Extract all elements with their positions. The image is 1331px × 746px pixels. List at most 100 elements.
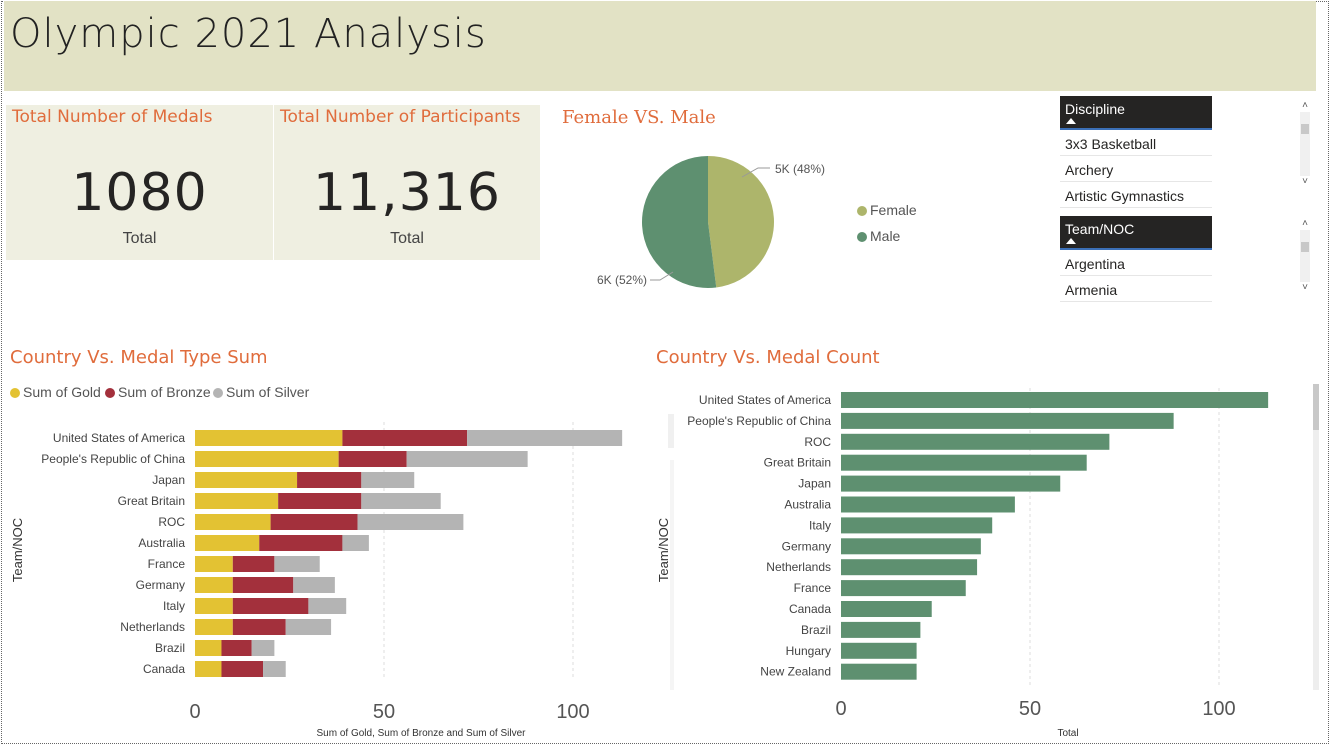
legend-label: Sum of Bronze: [118, 384, 211, 400]
scroll-up-icon[interactable]: ˄: [1302, 100, 1308, 111]
bar[interactable]: [841, 517, 993, 534]
scroll-thumb[interactable]: [1301, 124, 1309, 134]
y-tick-label: Canada: [789, 602, 831, 616]
bar-segment-sum-of-gold[interactable]: [195, 472, 298, 488]
bar-segment-sum-of-silver[interactable]: [285, 619, 332, 635]
bar-segment-sum-of-gold[interactable]: [195, 577, 233, 593]
sort-up-icon[interactable]: [1066, 238, 1076, 244]
bar-segment-sum-of-gold[interactable]: [195, 430, 343, 446]
pie-slice-male[interactable]: [642, 156, 717, 288]
slicer-item[interactable]: 3x3 Basketball: [1060, 130, 1212, 156]
bar[interactable]: [841, 621, 921, 638]
bar-segment-sum-of-gold[interactable]: [195, 535, 260, 551]
slicer-item[interactable]: Argentina: [1060, 250, 1212, 276]
scroll-down-icon[interactable]: ˅: [1302, 282, 1308, 293]
discipline-scrollbar[interactable]: ˄ ˅: [1300, 100, 1310, 188]
card-total-participants[interactable]: Total Number of Participants 11,316 Tota…: [274, 105, 540, 260]
slicer-header-label: Discipline: [1065, 101, 1125, 117]
slicer-item[interactable]: Archery: [1060, 156, 1212, 182]
scroll-thumb[interactable]: [1313, 384, 1319, 430]
bar-segment-sum-of-silver[interactable]: [406, 451, 528, 467]
bar-segment-sum-of-silver[interactable]: [293, 577, 335, 593]
bar[interactable]: [841, 454, 1087, 471]
scroll-track[interactable]: [1300, 112, 1310, 176]
bar-segment-sum-of-bronze[interactable]: [232, 577, 294, 593]
bar[interactable]: [841, 475, 1061, 492]
bar-segment-sum-of-bronze[interactable]: [259, 535, 343, 551]
legend-label: Male: [870, 228, 901, 244]
bar-segment-sum-of-silver[interactable]: [251, 640, 275, 656]
bar-segment-sum-of-gold[interactable]: [195, 619, 233, 635]
y-tick-label: New Zealand: [760, 665, 831, 679]
bar-segment-sum-of-gold[interactable]: [195, 661, 222, 677]
team-scrollbar[interactable]: ˄ ˅: [1300, 218, 1310, 294]
bar-segment-sum-of-gold[interactable]: [195, 640, 222, 656]
bar[interactable]: [841, 392, 1269, 408]
bar-segment-sum-of-bronze[interactable]: [221, 661, 264, 677]
pie-chart[interactable]: 5K (48%) 6K (52%): [560, 140, 960, 300]
legend-item-gold[interactable]: Sum of Gold: [10, 384, 101, 400]
bar-segment-sum-of-bronze[interactable]: [221, 640, 252, 656]
legend-item-bronze[interactable]: Sum of Bronze: [105, 384, 211, 400]
bar-segment-sum-of-silver[interactable]: [361, 493, 441, 509]
scroll-thumb[interactable]: [1301, 242, 1309, 252]
slicer-item[interactable]: Armenia: [1060, 276, 1212, 302]
legend-item-female[interactable]: Female: [857, 202, 917, 218]
bar-segment-sum-of-bronze[interactable]: [278, 493, 362, 509]
bar-segment-sum-of-silver[interactable]: [342, 535, 369, 551]
bar-segment-sum-of-bronze[interactable]: [342, 430, 468, 446]
scroll-up-icon[interactable]: ˄: [1302, 218, 1308, 229]
stacked-bar-chart[interactable]: Team/NOC Sum of Gold, Sum of Bronze and …: [0, 410, 660, 746]
y-tick-label: Netherlands: [766, 560, 831, 574]
scroll-down-icon[interactable]: ˅: [1302, 176, 1308, 187]
bar-segment-sum-of-bronze[interactable]: [232, 598, 309, 614]
slicer-header[interactable]: Team/NOC: [1060, 216, 1212, 250]
bar-segment-sum-of-silver[interactable]: [308, 598, 347, 614]
legend-item-male[interactable]: Male: [857, 228, 900, 244]
y-tick-label: ROC: [158, 515, 185, 529]
bar[interactable]: [841, 663, 917, 680]
y-tick-label: Italy: [163, 599, 185, 613]
bar-segment-sum-of-bronze[interactable]: [270, 514, 358, 530]
slicer-item[interactable]: Artistic Gymnastics: [1060, 182, 1212, 208]
bar[interactable]: [841, 642, 917, 659]
pie-chart-title: Female VS. Male: [562, 107, 716, 128]
legend-label: Sum of Silver: [226, 384, 310, 400]
card-total-medals[interactable]: Total Number of Medals 1080 Total: [6, 105, 273, 260]
slicer-header[interactable]: Discipline: [1060, 96, 1212, 130]
bar[interactable]: [841, 580, 966, 597]
bar-segment-sum-of-gold[interactable]: [195, 556, 233, 572]
bar-segment-sum-of-gold[interactable]: [195, 514, 271, 530]
bar-segment-sum-of-bronze[interactable]: [232, 556, 275, 572]
sort-up-icon[interactable]: [1066, 118, 1076, 124]
bar-segment-sum-of-bronze[interactable]: [232, 619, 286, 635]
medal-count-bar-chart[interactable]: Team/NOC Total United States of America P…: [650, 380, 1320, 746]
bar[interactable]: [841, 433, 1110, 450]
discipline-slicer[interactable]: Discipline 3x3 Basketball Archery Artist…: [1060, 96, 1212, 208]
bar[interactable]: [841, 601, 932, 617]
slicer-header-label: Team/NOC: [1065, 221, 1135, 237]
card-label: Total: [390, 230, 424, 247]
bar[interactable]: [841, 538, 981, 555]
bar-segment-sum-of-bronze[interactable]: [297, 472, 362, 488]
bar-segment-sum-of-silver[interactable]: [357, 514, 464, 530]
scroll-track[interactable]: [1313, 384, 1319, 690]
bar-segment-sum-of-bronze[interactable]: [338, 451, 407, 467]
bar-segment-sum-of-gold[interactable]: [195, 598, 233, 614]
team-slicer[interactable]: Team/NOC Argentina Armenia: [1060, 216, 1212, 302]
male-leader-line: [650, 271, 674, 281]
y-tick-label: Australia: [784, 498, 831, 512]
legend-label: Female: [870, 202, 917, 218]
bar-segment-sum-of-silver[interactable]: [361, 472, 415, 488]
bar[interactable]: [841, 496, 1015, 513]
bar[interactable]: [841, 412, 1174, 429]
bar-segment-sum-of-gold[interactable]: [195, 451, 339, 467]
scroll-track[interactable]: [1300, 230, 1310, 282]
legend-item-silver[interactable]: Sum of Silver: [213, 384, 309, 400]
bar-segment-sum-of-silver[interactable]: [263, 661, 286, 677]
pie-slice-female[interactable]: [708, 156, 775, 288]
bar-segment-sum-of-gold[interactable]: [195, 493, 279, 509]
bar-segment-sum-of-silver[interactable]: [274, 556, 320, 572]
bar-segment-sum-of-silver[interactable]: [467, 430, 623, 446]
bar[interactable]: [841, 559, 978, 576]
